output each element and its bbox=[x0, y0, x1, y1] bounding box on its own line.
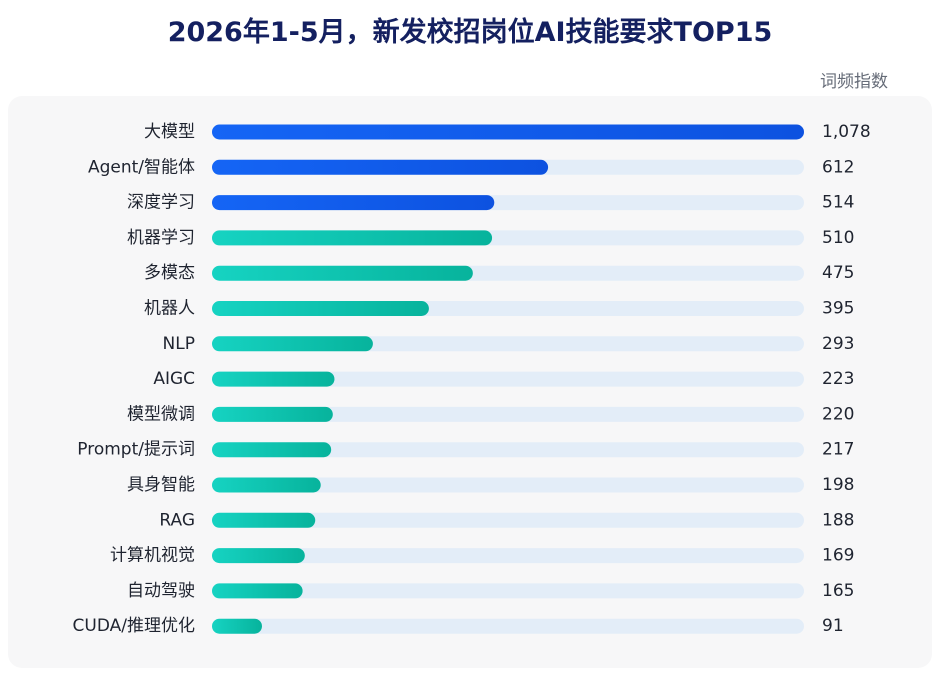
bar bbox=[212, 159, 549, 175]
bar bbox=[212, 301, 429, 316]
value-label: 475 bbox=[822, 263, 854, 283]
bar-track bbox=[212, 371, 804, 387]
bar bbox=[212, 406, 333, 422]
value-label: 1,078 bbox=[822, 122, 871, 142]
category-label: 机器人 bbox=[144, 299, 195, 319]
bar bbox=[212, 548, 305, 564]
category-label: RAG bbox=[159, 510, 195, 530]
bar-track bbox=[212, 512, 804, 528]
bar bbox=[212, 618, 262, 634]
bar bbox=[212, 371, 335, 387]
bar bbox=[212, 442, 332, 458]
category-label: 多模态 bbox=[144, 263, 195, 283]
value-label: 198 bbox=[822, 475, 854, 495]
category-label: Prompt/提示词 bbox=[77, 440, 195, 460]
bar bbox=[212, 124, 804, 140]
category-label: AIGC bbox=[153, 369, 195, 389]
chart-title: 2026年1-5月，新发校招岗位AI技能要求TOP15 bbox=[167, 17, 773, 48]
value-label: 612 bbox=[822, 157, 854, 177]
bar bbox=[212, 265, 473, 281]
category-label: Agent/智能体 bbox=[88, 157, 195, 177]
value-label: 169 bbox=[822, 546, 854, 566]
bar bbox=[212, 230, 493, 246]
bar bbox=[212, 336, 373, 352]
value-label: 165 bbox=[822, 581, 854, 601]
bar-track bbox=[212, 583, 804, 599]
bar-track bbox=[212, 406, 804, 422]
value-label: 91 bbox=[822, 616, 844, 636]
bar bbox=[212, 195, 495, 211]
bar-track bbox=[212, 618, 804, 634]
category-label: NLP bbox=[163, 334, 195, 354]
category-label: 计算机视觉 bbox=[110, 546, 195, 566]
value-label: 510 bbox=[822, 228, 854, 248]
bar bbox=[212, 583, 303, 599]
bar bbox=[212, 512, 316, 528]
bar-track bbox=[212, 548, 804, 564]
value-label: 188 bbox=[822, 510, 854, 530]
value-label: 220 bbox=[822, 404, 854, 424]
category-label: 自动驾驶 bbox=[127, 581, 195, 601]
category-label: CUDA/推理优化 bbox=[73, 616, 195, 636]
value-label: 395 bbox=[822, 299, 854, 319]
value-label: 223 bbox=[822, 369, 854, 389]
bar-track bbox=[212, 442, 804, 458]
category-label: 深度学习 bbox=[127, 193, 195, 213]
category-label: 模型微调 bbox=[127, 404, 195, 424]
bar bbox=[212, 477, 321, 493]
category-label: 大模型 bbox=[144, 122, 195, 142]
value-label: 514 bbox=[822, 193, 854, 213]
unit-label: 词频指数 bbox=[820, 72, 888, 92]
value-label: 217 bbox=[822, 440, 854, 460]
category-label: 具身智能 bbox=[127, 475, 195, 495]
value-label: 293 bbox=[822, 334, 854, 354]
bar-track bbox=[212, 477, 804, 493]
category-label: 机器学习 bbox=[127, 228, 195, 248]
